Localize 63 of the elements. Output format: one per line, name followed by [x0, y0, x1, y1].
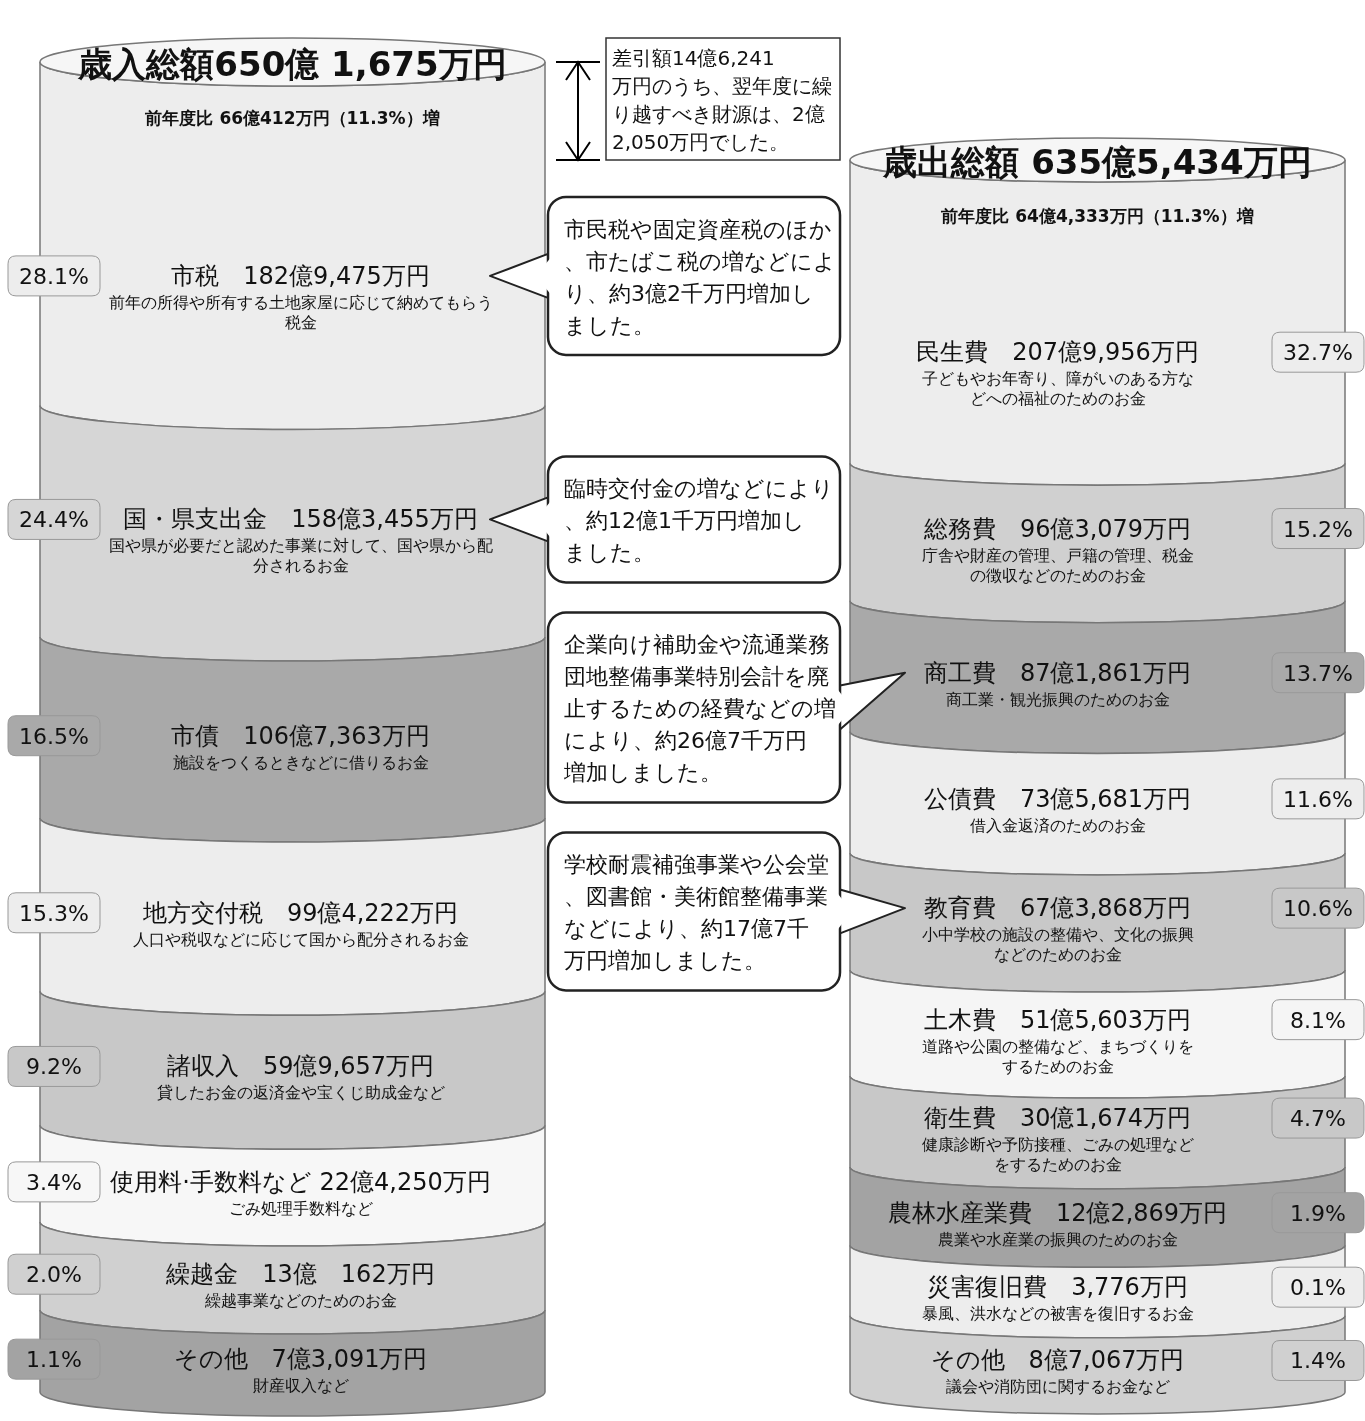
category-label: 市税 182億9,475万円 — [171, 261, 430, 290]
text: 施設をつくるときなどに借りるお金 — [172, 752, 429, 772]
category-label: 国・県支出金 158億3,455万円 — [123, 505, 478, 534]
text: 学校耐震補強事業や公会堂、図書館・美術館整備事業などにより、約17億7千万円増加しました。 — [564, 852, 829, 974]
data-label: 10.6% — [1283, 896, 1353, 922]
text: 企業向け補助金や流通業務団地整備事業特別会計を廃止するための経費などの増により、約26億7千万円増加しました。 — [564, 632, 836, 786]
text: 商工業・観光振興のためのお金 — [945, 689, 1170, 709]
text: 歳入総額650億 1,675万円 — [77, 44, 507, 84]
data-label: 1.4% — [1290, 1348, 1346, 1374]
category-label: 市債 106億7,363万円 — [171, 721, 430, 750]
text: 前年の所得や所有する土地家屋に応じて納めてもらう税金 — [108, 292, 493, 332]
text: 国や県が必要だと認めた事業に対して、国や県から配分されるお金 — [108, 536, 493, 576]
text: 歳出総額 635億5,434万円 — [882, 142, 1312, 182]
category-label: 公債費 73億5,681万円 — [923, 784, 1192, 813]
data-label: 15.2% — [1283, 516, 1353, 542]
data-label: 0.1% — [1290, 1275, 1346, 1301]
category-label: 使用料·手数料など 22億4,250万円 — [110, 1167, 491, 1196]
data-label: 3.4% — [26, 1169, 82, 1195]
data-label: 1.1% — [26, 1347, 82, 1373]
text: 財産収入など — [252, 1376, 349, 1396]
data-label: 16.5% — [19, 723, 89, 749]
text: 農業や水産業の振興のためのお金 — [937, 1229, 1178, 1249]
category-label: 地方交付税 99億4,222万円 — [141, 898, 459, 927]
category-label: 商工費 87億1,861万円 — [923, 658, 1192, 687]
text: 暴風、洪水などの被害を復旧するお金 — [921, 1304, 1194, 1324]
category-label: 衛生費 30億1,674万円 — [923, 1104, 1192, 1133]
data-label: 2.0% — [26, 1262, 82, 1288]
data-label: 15.3% — [19, 900, 89, 926]
category-label: その他 7億3,091万円 — [173, 1345, 428, 1374]
text: 子どもやお年寄り、障がいのある方などへの福祉のためのお金 — [921, 369, 1194, 409]
data-label: 28.1% — [19, 263, 89, 289]
data-label: 4.7% — [1290, 1106, 1346, 1132]
text: 道路や公園の整備など、まちづくりをするためのお金 — [921, 1036, 1194, 1076]
text: 市民税や固定資産税のほか、市たばこ税の増などにより、約3億2千万円増加しました。 — [564, 216, 836, 338]
category-label: 民生費 207億9,956万円 — [916, 338, 1199, 367]
text: 臨時交付金の増などにより、約12億1千万円増加しました。 — [564, 476, 834, 566]
category-label: 土木費 51億5,603万円 — [923, 1005, 1192, 1034]
text: 小中学校の施設の整備や、文化の振興などのためのお金 — [921, 925, 1194, 965]
text: 健康診断や予防接種、ごみの処理などをするためのお金 — [921, 1135, 1194, 1175]
text: ごみ処理手数料など — [228, 1198, 373, 1218]
text: 繰越事業などのためのお金 — [203, 1291, 397, 1311]
category-label: 総務費 96億3,079万円 — [922, 514, 1192, 543]
text: 借入金返済のためのお金 — [969, 815, 1146, 835]
text: 前年度比 64億4,333万円（11.3%）増 — [940, 206, 1254, 226]
data-label: 24.4% — [19, 507, 89, 533]
text: 庁舎や財産の管理、戸籍の管理、税金の徴収などのためのお金 — [921, 545, 1194, 585]
text: 差引額14億6,241万円のうち、翌年度に繰り越すべき財源は、2億2,050万円でした。 — [612, 46, 832, 154]
category-label: 教育費 67億3,868万円 — [923, 894, 1192, 923]
text: 人口や税収などに応じて国から配分されるお金 — [132, 929, 469, 949]
category-label: 災害復旧費 3,776万円 — [927, 1273, 1188, 1302]
data-label: 32.7% — [1283, 340, 1353, 366]
category-label: 繰越金 13億 162万円 — [165, 1260, 435, 1289]
data-label: 8.1% — [1290, 1007, 1346, 1033]
data-label: 13.7% — [1283, 660, 1353, 686]
text: 前年度比 66億412万円（11.3%）増 — [144, 108, 440, 128]
text: 貸したお金の返済金や宝くじ助成金など — [156, 1083, 445, 1103]
category-label: 農林水産業費 12億2,869万円 — [887, 1198, 1228, 1227]
data-label: 1.9% — [1290, 1200, 1346, 1226]
data-label: 9.2% — [26, 1054, 82, 1080]
category-label: 諸収入 59億9,657万円 — [166, 1052, 435, 1081]
category-label: その他 8億7,067万円 — [930, 1346, 1185, 1375]
text: 議会や消防団に関するお金など — [945, 1377, 1170, 1397]
data-label: 11.6% — [1283, 786, 1353, 812]
